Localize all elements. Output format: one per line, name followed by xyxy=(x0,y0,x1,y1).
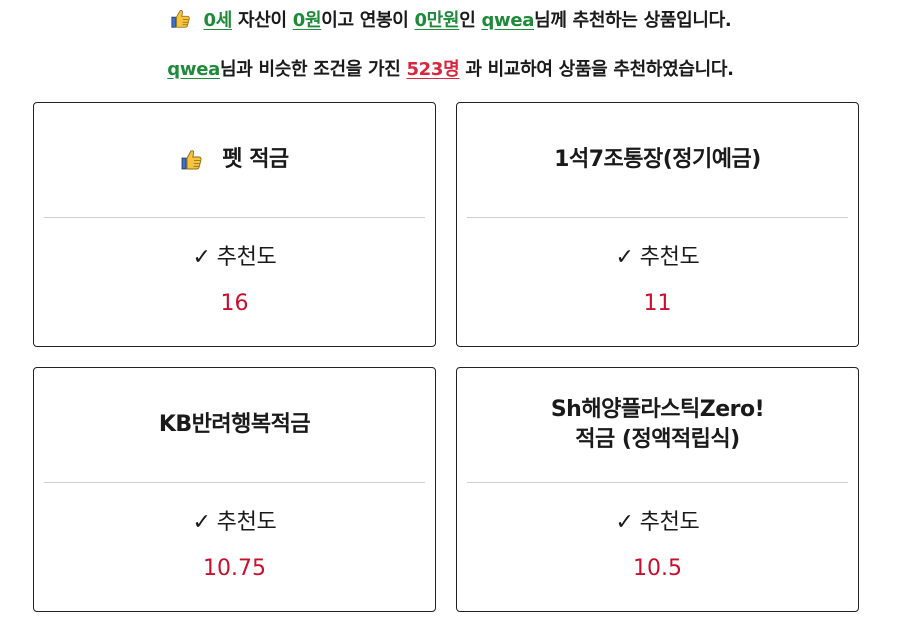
summary-text-c: 인 xyxy=(459,10,482,31)
recommendation-score: 11 xyxy=(643,291,672,316)
divider xyxy=(467,482,848,483)
check-icon: ✓ xyxy=(615,510,634,535)
recommendation-label: ✓ 추천도 xyxy=(457,239,858,271)
thumbs-up-icon xyxy=(170,8,192,30)
divider xyxy=(467,217,848,218)
divider xyxy=(44,217,425,218)
user-name: qwea xyxy=(167,59,220,80)
product-card[interactable]: 펫 적금 ✓ 추천도 16 xyxy=(33,102,436,347)
product-name-line1: Sh해양플라스틱Zero! xyxy=(550,397,765,422)
check-icon: ✓ xyxy=(192,510,211,535)
product-card[interactable]: KB반려행복적금 ✓ 추천도 10.75 xyxy=(33,367,436,612)
product-name: KB반려행복적금 xyxy=(158,412,311,437)
product-card[interactable]: Sh해양플라스틱Zero! 적금 (정액적립식) ✓ 추천도 10.5 xyxy=(456,367,859,612)
product-title: KB반려행복적금 xyxy=(44,368,425,482)
check-icon: ✓ xyxy=(615,245,634,270)
comparison-text-b: 과 비교하여 상품을 추천하였습니다. xyxy=(459,59,734,80)
product-name-line2: 적금 (정액적립식) xyxy=(575,427,740,452)
thumbs-up-icon xyxy=(180,148,204,172)
summary-text-a: 자산이 xyxy=(232,10,293,31)
rec-label-text: 추천도 xyxy=(639,510,700,535)
comparison-text-a: 님과 비슷한 조건을 가진 xyxy=(219,59,407,80)
comparison-summary: qwea님과 비슷한 조건을 가진 523명 과 비교하여 상품을 추천하였습니… xyxy=(0,55,901,81)
product-title: 펫 적금 xyxy=(44,103,425,217)
recommendation-score: 10.75 xyxy=(203,556,266,581)
summary-text-b: 이고 연봉이 xyxy=(321,10,415,31)
product-title: Sh해양플라스틱Zero! 적금 (정액적립식) xyxy=(467,368,848,482)
user-name: qwea xyxy=(481,10,535,31)
asset-value: 0원 xyxy=(292,10,322,31)
rec-label-text: 추천도 xyxy=(216,510,277,535)
recommendation-label: ✓ 추천도 xyxy=(34,504,435,536)
rec-label-text: 추천도 xyxy=(216,245,277,270)
divider xyxy=(44,482,425,483)
check-icon: ✓ xyxy=(192,245,211,270)
recommendation-summary: 0세 자산이 0원이고 연봉이 0만원인 qwea님께 추천하는 상품입니다. xyxy=(0,6,901,32)
summary-text-d: 님께 추천하는 상품입니다. xyxy=(534,10,732,31)
product-name: 1석7조통장(정기예금) xyxy=(554,147,761,172)
recommendation-score: 10.5 xyxy=(633,556,682,581)
recommendation-score: 16 xyxy=(220,291,249,316)
rec-label-text: 추천도 xyxy=(639,245,700,270)
age-value: 0세 xyxy=(203,10,233,31)
recommendation-label: ✓ 추천도 xyxy=(457,504,858,536)
recommendation-label: ✓ 추천도 xyxy=(34,239,435,271)
salary-value: 0만원 xyxy=(414,10,460,31)
product-name: 펫 적금 xyxy=(222,147,289,172)
product-title: 1석7조통장(정기예금) xyxy=(467,103,848,217)
peer-count: 523명 xyxy=(406,59,460,80)
product-card[interactable]: 1석7조통장(정기예금) ✓ 추천도 11 xyxy=(456,102,859,347)
